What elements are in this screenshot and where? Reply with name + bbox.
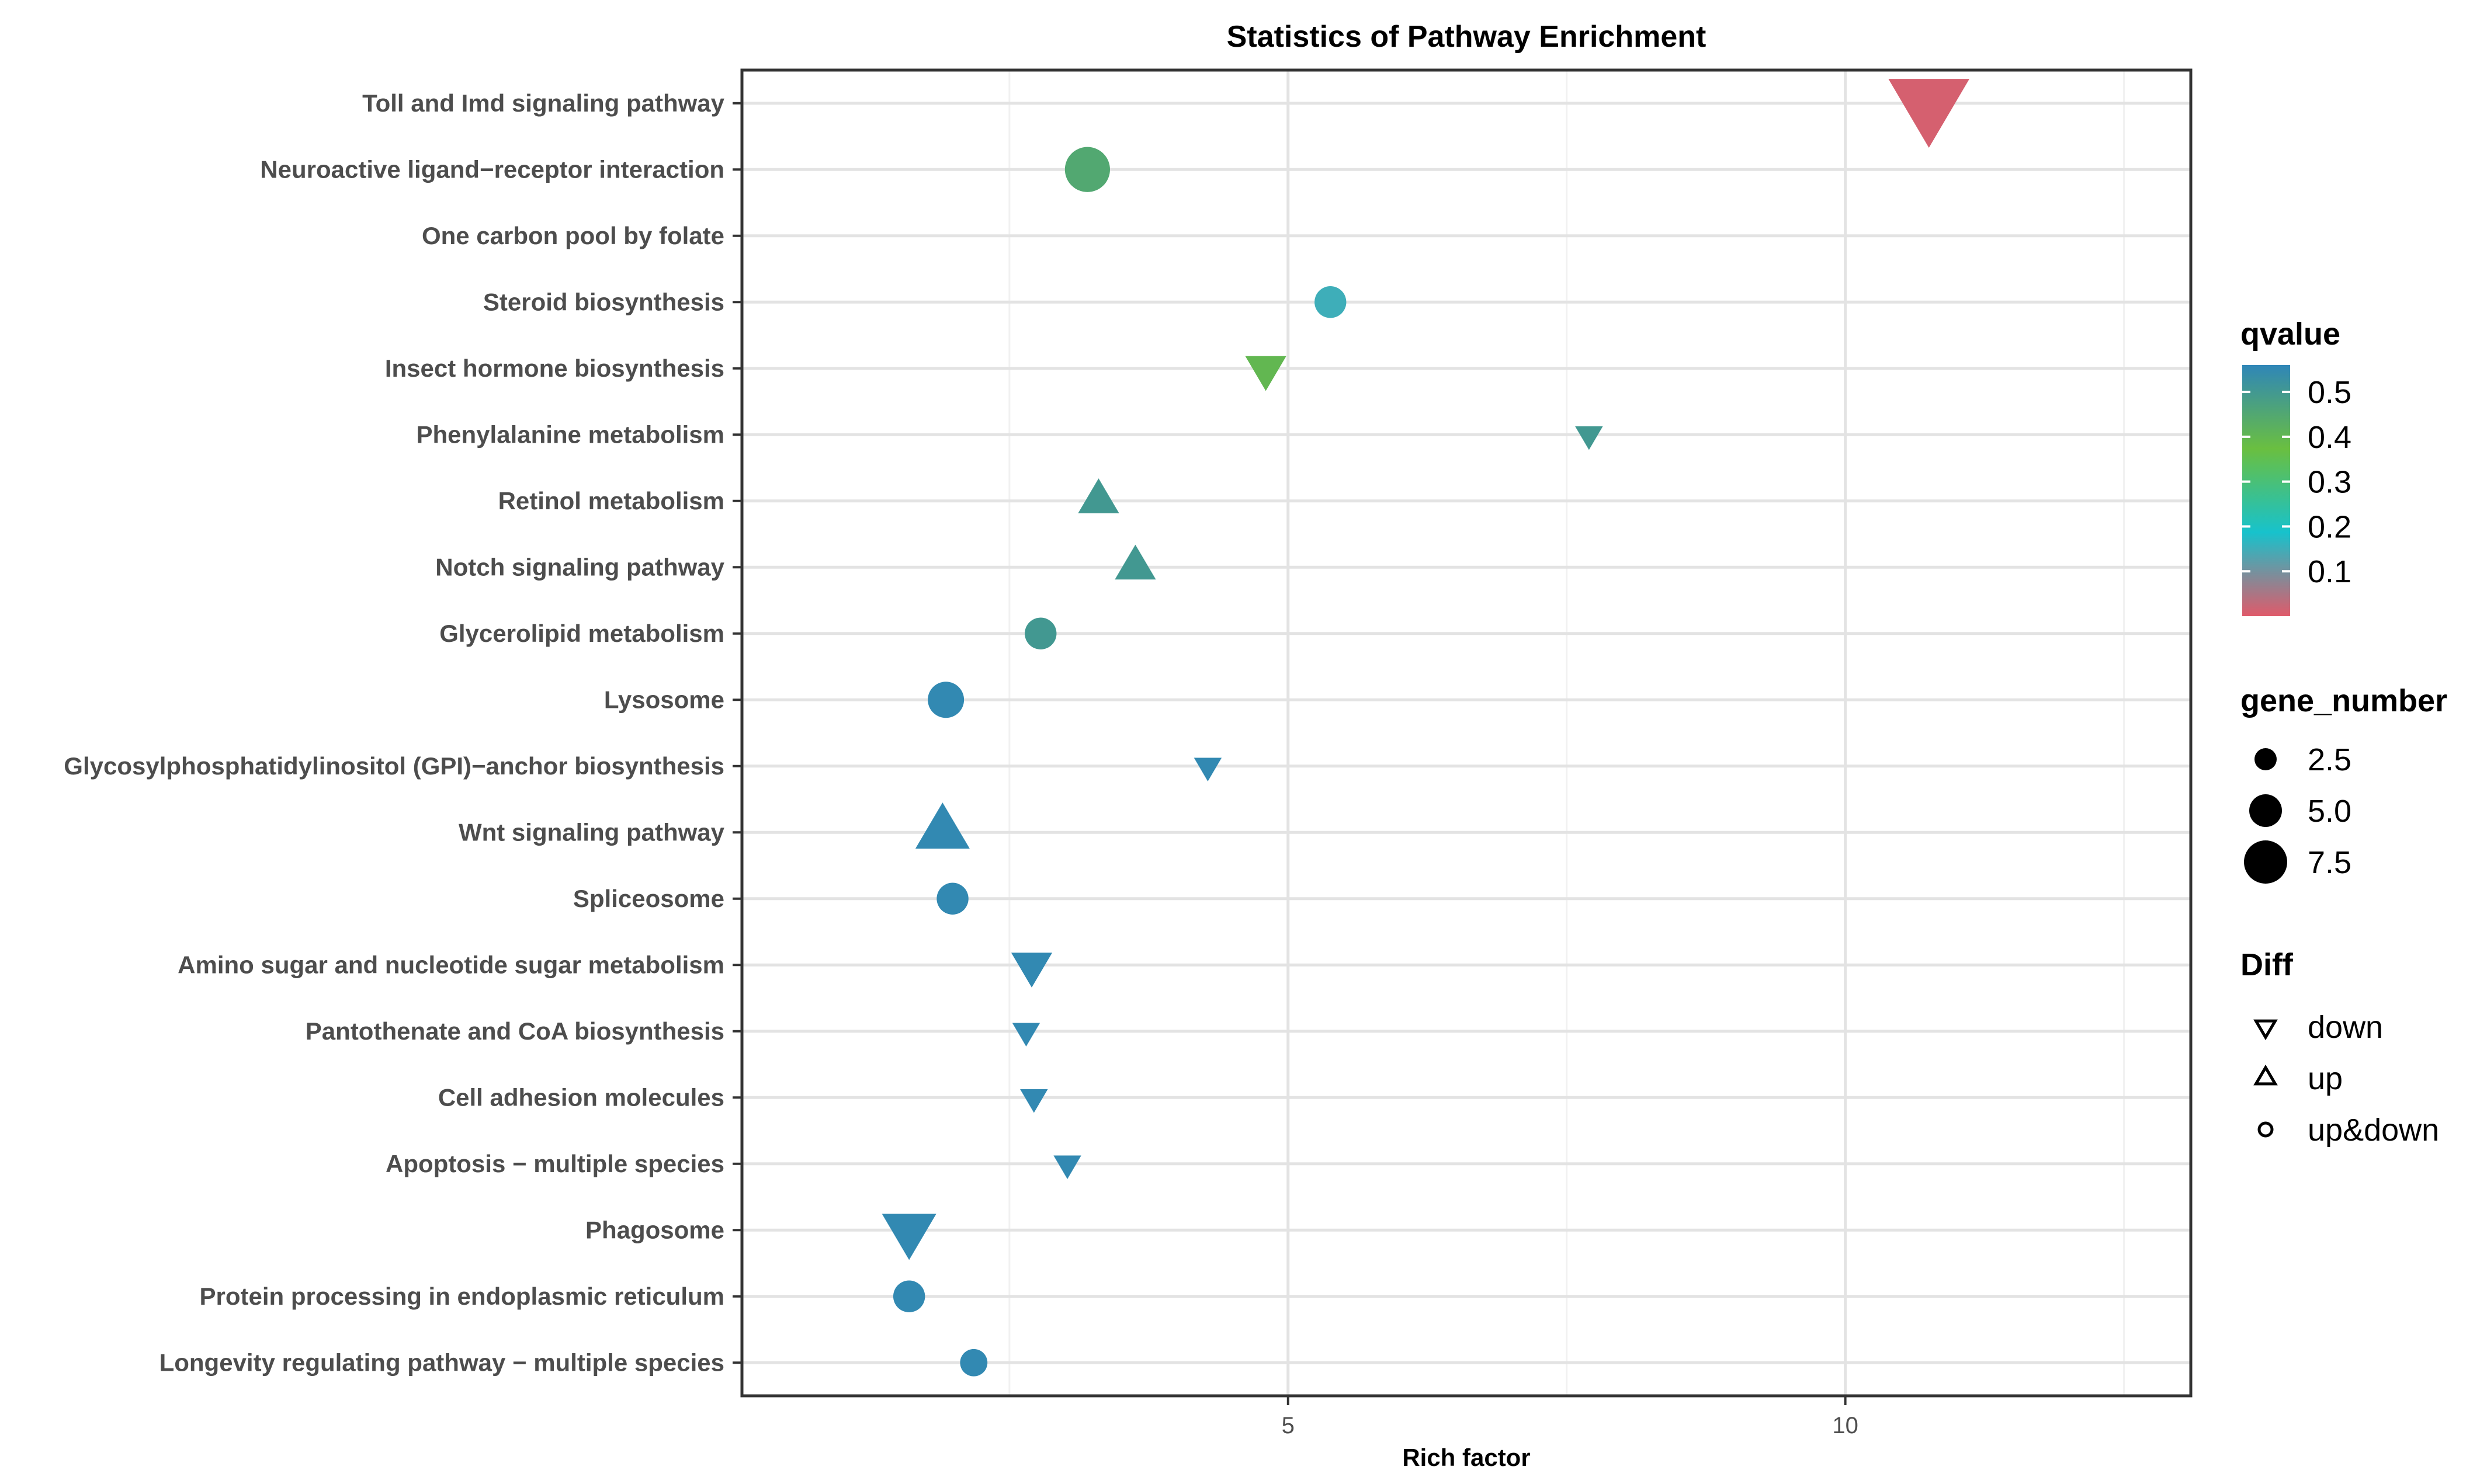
size-legend-dot xyxy=(2249,794,2282,827)
y-tick-label: Neuroactive ligand−receptor interaction xyxy=(260,155,724,183)
legend-gene-number-title: gene_number xyxy=(2240,683,2447,718)
size-legend-dot xyxy=(2244,840,2287,884)
data-point xyxy=(1011,953,1053,988)
data-point xyxy=(882,1214,936,1260)
x-tick-label: 5 xyxy=(1282,1413,1295,1438)
shape-legend-label: up&down xyxy=(2308,1113,2439,1148)
colorbar-tick-label: 0.2 xyxy=(2308,509,2351,544)
legend-qvalue-title: qvalue xyxy=(2240,317,2340,352)
colorbar-tick-label: 0.1 xyxy=(2308,554,2351,589)
shape-legend-icon xyxy=(2257,1121,2274,1138)
y-tick-label: Lysosome xyxy=(604,686,724,713)
y-tick-label: Longevity regulating pathway − multiple … xyxy=(159,1349,724,1376)
data-points xyxy=(882,79,1969,1377)
size-legend-label: 2.5 xyxy=(2308,742,2351,777)
plot-panel-border xyxy=(740,68,2193,1398)
data-point xyxy=(928,682,965,718)
data-point xyxy=(960,1349,988,1377)
shape-legend-icon xyxy=(2253,1064,2278,1086)
data-point xyxy=(1078,478,1119,513)
y-tick-label: Retinol metabolism xyxy=(498,487,724,515)
size-legend-label: 7.5 xyxy=(2308,845,2351,880)
y-tick-label: Apoptosis − multiple species xyxy=(386,1150,724,1177)
data-point xyxy=(1053,1155,1081,1179)
data-point xyxy=(1115,544,1156,580)
chart-title: Statistics of Pathway Enrichment xyxy=(1227,20,1706,54)
y-tick-label: Phenylalanine metabolism xyxy=(416,420,724,448)
data-point xyxy=(1575,426,1603,450)
data-point xyxy=(1245,356,1286,391)
size-legend-label: 5.0 xyxy=(2308,794,2351,829)
data-point xyxy=(1012,1023,1040,1047)
shape-legend-label: down xyxy=(2308,1010,2383,1045)
data-point xyxy=(893,1280,925,1312)
data-point xyxy=(1064,147,1110,192)
colorbar-tick-label: 0.5 xyxy=(2308,375,2351,410)
y-tick-label: Protein processing in endoplasmic reticu… xyxy=(199,1283,724,1310)
colorbar-tick-label: 0.3 xyxy=(2308,465,2351,500)
y-tick-label: Notch signaling pathway xyxy=(435,553,724,581)
y-tick-label: Amino sugar and nucleotide sugar metabol… xyxy=(178,951,724,978)
data-point xyxy=(1194,757,1222,781)
y-tick-label: Spliceosome xyxy=(573,885,724,912)
x-tick-label: 10 xyxy=(1832,1413,1858,1438)
y-tick-label: Pantothenate and CoA biosynthesis xyxy=(306,1017,724,1045)
y-tick-label: Glycosylphosphatidylinositol (GPI)−ancho… xyxy=(64,752,724,780)
qvalue-colorbar xyxy=(2242,365,2290,616)
shape-legend-label: up xyxy=(2308,1061,2343,1096)
data-point xyxy=(915,802,970,849)
data-point xyxy=(1020,1089,1048,1113)
data-point xyxy=(1888,79,1969,148)
y-tick-label: Cell adhesion molecules xyxy=(438,1083,724,1111)
plot-area: Toll and Imd signaling pathway Neuroactiv… xyxy=(64,70,2191,1438)
legend-diff-title: Diff xyxy=(2240,947,2294,982)
y-tick-label: One carbon pool by folate xyxy=(422,222,724,249)
y-tick-label: Steroid biosynthesis xyxy=(483,288,724,315)
shape-legend-icon xyxy=(2253,1019,2278,1041)
y-tick-label: Glycerolipid metabolism xyxy=(439,620,724,647)
y-tick-label: Insect hormone biosynthesis xyxy=(385,355,724,382)
y-tick-label: Phagosome xyxy=(585,1216,724,1243)
y-tick-label: Wnt signaling pathway xyxy=(459,818,725,846)
data-point xyxy=(1314,286,1347,318)
y-tick-label: Toll and Imd signaling pathway xyxy=(362,89,725,117)
x-axis-label: Rich factor xyxy=(1402,1444,1530,1471)
size-legend-dot xyxy=(2254,748,2277,770)
data-point xyxy=(1025,617,1057,649)
data-point xyxy=(936,882,969,915)
colorbar-tick-label: 0.4 xyxy=(2308,420,2351,455)
